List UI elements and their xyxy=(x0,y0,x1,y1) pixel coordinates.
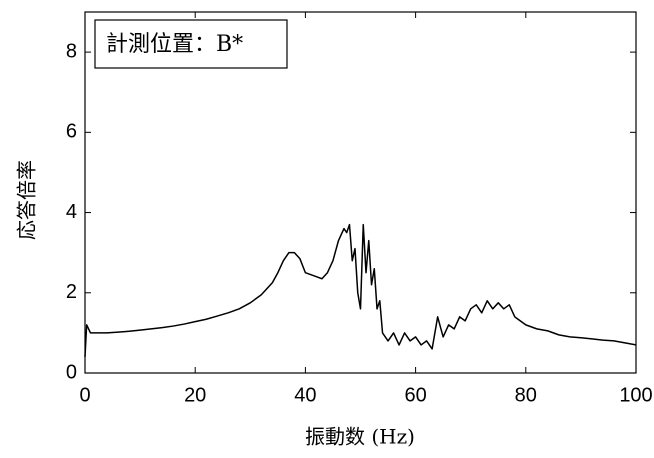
y-tick-label: 2 xyxy=(66,281,77,303)
x-tick-label: 20 xyxy=(184,384,206,406)
plot-frame xyxy=(84,11,637,374)
x-tick-label: 60 xyxy=(404,384,426,406)
data-line xyxy=(84,223,637,357)
y-tick-label: 6 xyxy=(66,121,77,143)
annotation: 計測位置：B* xyxy=(106,32,243,57)
x-tick-label: 100 xyxy=(619,384,652,406)
x-tick-label: 40 xyxy=(294,384,316,406)
y-tick-label: 0 xyxy=(66,361,77,383)
x-tick-label: 0 xyxy=(79,384,90,406)
x-axis-label: 振動数 (Hz) xyxy=(305,425,415,449)
annotation-box xyxy=(94,19,288,69)
y-tick-label: 8 xyxy=(66,40,77,62)
y-tick-label: 4 xyxy=(66,201,77,223)
x-tick-label: 80 xyxy=(515,384,537,406)
y-axis-label: 応答倍率 xyxy=(15,160,39,240)
